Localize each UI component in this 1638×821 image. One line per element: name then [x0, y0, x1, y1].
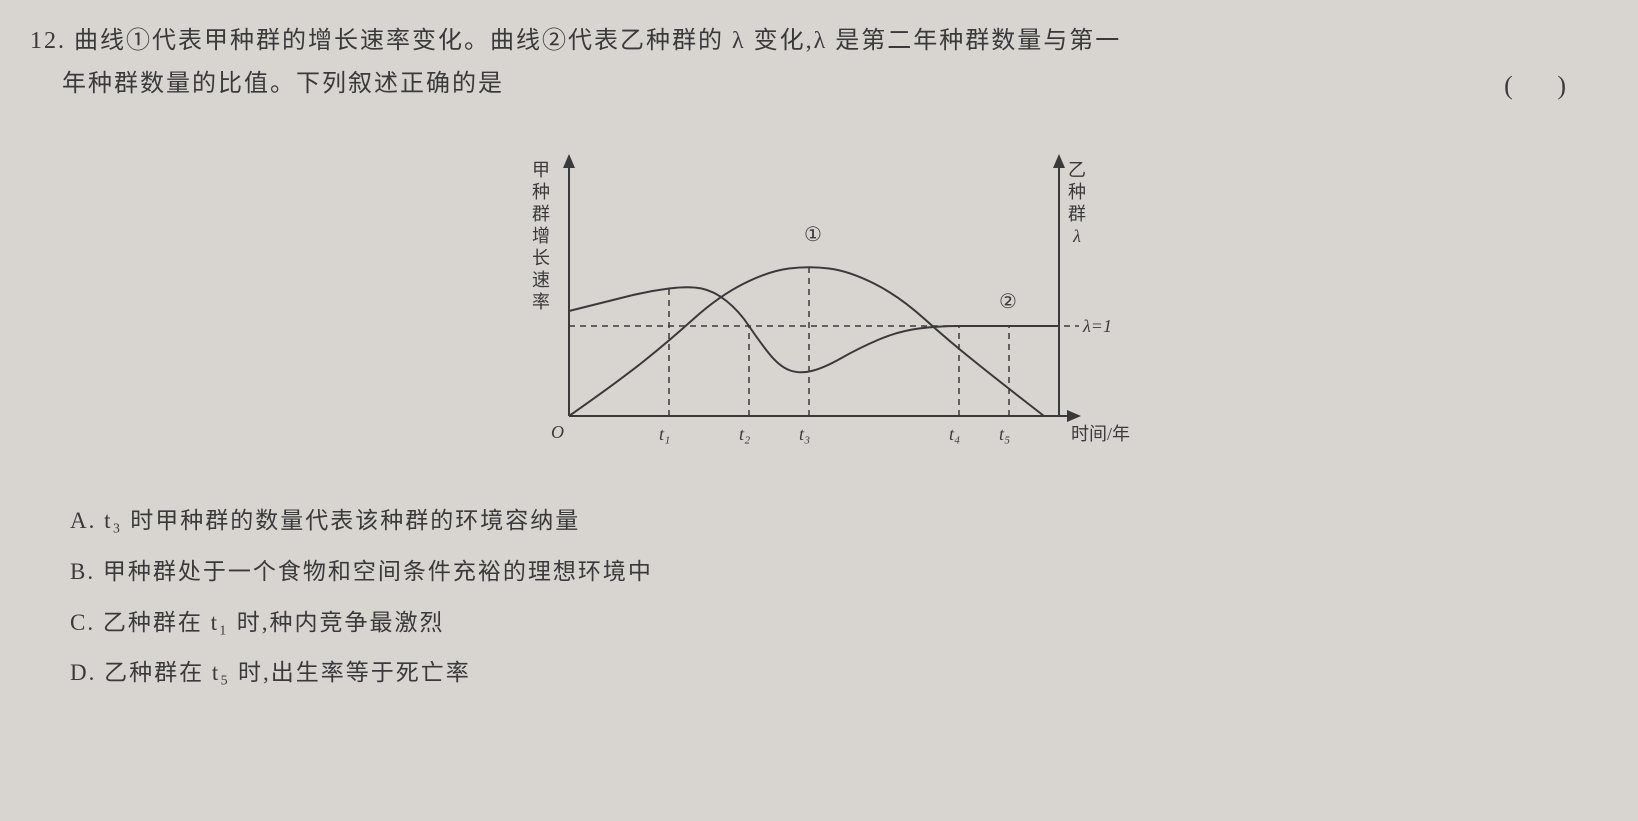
svg-text:甲: 甲	[532, 160, 550, 180]
svg-text:λ=1: λ=1	[1082, 316, 1112, 336]
svg-text:乙: 乙	[1068, 160, 1086, 180]
option-d[interactable]: D. 乙种群在 t₅ 时,出生率等于死亡率	[70, 648, 1608, 699]
option-a[interactable]: A. t₃ 时甲种群的数量代表该种群的环境容纳量	[70, 496, 1608, 547]
svg-text:时间/年: 时间/年	[1071, 424, 1130, 444]
svg-text:t₄: t₄	[949, 424, 960, 444]
svg-text:②: ②	[999, 291, 1017, 313]
svg-text:长: 长	[532, 248, 550, 268]
svg-text:t₅: t₅	[999, 424, 1010, 444]
svg-text:O: O	[551, 422, 564, 442]
svg-text:增: 增	[532, 226, 550, 246]
options-block: A. t₃ 时甲种群的数量代表该种群的环境容纳量 B. 甲种群处于一个食物和空间…	[70, 496, 1608, 698]
svg-text:λ: λ	[1072, 226, 1081, 246]
svg-text:种: 种	[1068, 182, 1086, 202]
option-c[interactable]: C. 乙种群在 t₁ 时,种内竞争最激烈	[70, 598, 1608, 649]
svg-text:t₂: t₂	[739, 424, 750, 444]
svg-text:群: 群	[1068, 204, 1086, 224]
answer-paren: ( )	[1504, 63, 1568, 110]
question-stem: 12. 曲线①代表甲种群的增长速率变化。曲线②代表乙种群的 λ 变化,λ 是第二…	[30, 20, 1608, 106]
question-number: 12.	[30, 28, 66, 54]
svg-text:群: 群	[532, 204, 550, 224]
svg-text:t₃: t₃	[799, 424, 810, 444]
svg-text:速: 速	[532, 270, 550, 290]
option-b[interactable]: B. 甲种群处于一个食物和空间条件充裕的理想环境中	[70, 547, 1608, 598]
svg-text:①: ①	[804, 224, 822, 246]
question-line1: 曲线①代表甲种群的增长速率变化。曲线②代表乙种群的 λ 变化,λ 是第二年种群数…	[74, 28, 1121, 54]
chart-container: Ot₁t₂t₃t₄t₅时间/年λ=1①②甲种群增长速率乙种群λ	[30, 116, 1608, 476]
question-line2: 年种群数量的比值。下列叙述正确的是	[62, 71, 504, 97]
svg-text:种: 种	[532, 182, 550, 202]
svg-text:率: 率	[532, 292, 550, 312]
svg-text:t₁: t₁	[659, 424, 670, 444]
population-chart: Ot₁t₂t₃t₄t₅时间/年λ=1①②甲种群增长速率乙种群λ	[499, 116, 1139, 476]
